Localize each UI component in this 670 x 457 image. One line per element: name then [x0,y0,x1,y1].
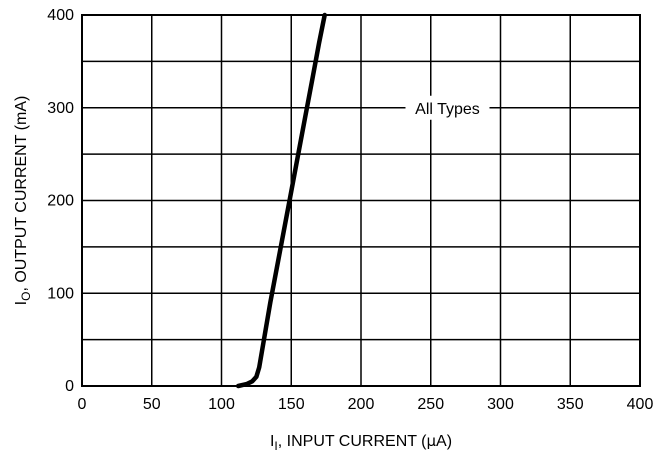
annotation-background [405,95,490,120]
x-tick-label-50: 50 [143,396,161,413]
x-tick-labels: 0 50 100 150 200 250 300 350 400 [78,396,654,413]
x-tick-label-150: 150 [278,396,305,413]
y-axis-label: IO, OUTPUT CURRENT (mA) [13,96,33,306]
plot-frame [81,14,641,387]
y-tick-label-100: 100 [47,285,74,302]
x-axis-label-subscript: I [274,439,277,453]
x-tick-label-200: 200 [348,396,375,413]
x-tick-label-400: 400 [627,396,654,413]
x-tick-label-300: 300 [487,396,514,413]
series-line [235,12,327,389]
y-tick-labels: 0 100 200 300 400 [47,7,74,395]
annotation-all-types: All Types [415,101,480,118]
y-axis-label-text: , OUTPUT CURRENT (mA) [13,96,30,292]
x-axis-label-unit: A) [436,433,452,450]
x-tick-label-350: 350 [557,396,584,413]
x-tick-label-250: 250 [417,396,444,413]
y-axis-label-subscript: O [19,292,33,301]
x-axis-label-symbol: I [270,433,274,450]
x-axis-label: II, INPUT CURRENT (μA) [270,432,452,453]
y-tick-label-400: 400 [47,7,74,24]
y-tick-label-200: 200 [47,193,74,210]
annotation-group: All Types [405,95,521,120]
x-axis-label-text: , INPUT CURRENT ( [278,433,427,450]
y-tick-label-0: 0 [65,378,74,395]
y-tick-label-300: 300 [47,100,74,117]
grid [81,14,641,387]
y-axis-label-symbol: I [13,301,30,305]
x-axis-label-mu: μ [427,432,437,450]
x-tick-label-100: 100 [208,396,235,413]
x-tick-label-0: 0 [78,396,87,413]
